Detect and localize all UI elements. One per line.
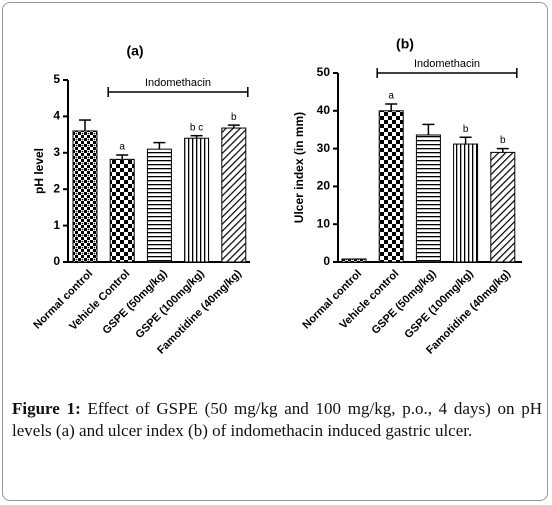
y-axis-label: pH level	[32, 148, 46, 194]
y-tick-label: 3	[53, 145, 60, 159]
caption-text: Effect of GSPE (50 mg/kg and 100 mg/kg, …	[12, 399, 542, 440]
y-tick-label: 10	[317, 216, 331, 230]
y-tick-label: 40	[317, 103, 331, 117]
caption-label: Figure 1:	[12, 399, 81, 418]
bar	[146, 148, 172, 263]
y-tick-label: 0	[323, 254, 330, 268]
y-tick-label: 5	[53, 72, 60, 86]
value-label: a	[119, 142, 125, 153]
bar	[221, 127, 247, 263]
value-label: b	[463, 124, 469, 135]
y-tick-label: 50	[317, 65, 331, 79]
bar	[378, 110, 404, 263]
y-tick-label: 1	[53, 218, 60, 232]
bar	[109, 158, 135, 263]
bar	[184, 137, 210, 263]
y-tick-label: 4	[53, 109, 60, 123]
value-label: b	[500, 135, 506, 146]
value-label: b	[231, 112, 237, 123]
bar	[341, 258, 367, 263]
y-axis-label: Ulcer index (in mm)	[292, 112, 306, 223]
x-tick-label: GSPE (100mg/kg)	[402, 267, 476, 341]
chart-title: (a)	[126, 43, 143, 59]
bar	[72, 130, 98, 263]
bracket-label: Indomethacin	[414, 58, 480, 70]
x-tick-label: GSPE (100mg/kg)	[133, 267, 207, 341]
bar	[490, 151, 516, 263]
value-label: a	[388, 91, 394, 102]
y-tick-label: 2	[53, 181, 60, 195]
value-label: b c	[190, 122, 203, 133]
x-tick-label: GSPE (50mg/kg)	[101, 267, 170, 336]
y-tick-label: 0	[53, 254, 60, 268]
y-tick-label: 20	[317, 179, 331, 193]
y-tick-label: 30	[317, 141, 331, 155]
bar	[453, 143, 479, 263]
bar	[415, 134, 441, 263]
chart-title: (b)	[396, 36, 414, 52]
caption: Figure 1: Effect of GSPE (50 mg/kg and 1…	[12, 398, 542, 442]
figure-frame	[2, 2, 548, 501]
x-tick-label: GSPE (50mg/kg)	[370, 267, 439, 336]
bracket-label: Indomethacin	[145, 77, 211, 89]
